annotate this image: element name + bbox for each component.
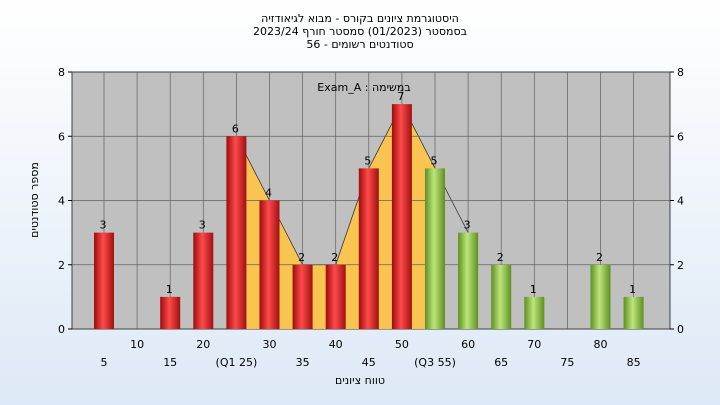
chart-title: היסטוגרמת ציונים בקורס - מבוא לגיאודזיה … (253, 12, 467, 51)
bar (491, 264, 512, 329)
bars (94, 104, 644, 329)
x-axis-title: טווח ציונים (335, 374, 385, 387)
y-ticks-left: 0 2 4 6 8 (58, 66, 72, 336)
bar-value-label: 5 (364, 154, 371, 167)
y-tick-label: 8 (677, 66, 684, 79)
y-tick-label: 0 (677, 323, 684, 336)
bar-value-label: 1 (530, 283, 537, 296)
bar-value-label: 6 (232, 122, 239, 135)
title-line-3: סטודנטים רשומים - 56 (306, 38, 413, 51)
x-tick-label: 45 (362, 356, 376, 369)
bar-value-label: 2 (298, 251, 305, 264)
bar (623, 296, 644, 329)
bar (94, 232, 114, 329)
x-tick-label: 20 (196, 338, 210, 351)
bar-value-label: 7 (397, 90, 404, 103)
bar-value-label: 3 (199, 219, 206, 232)
x-tick-label: 80 (594, 338, 608, 351)
chart-annotation: Exam_A : במשימה (317, 81, 410, 94)
y-tick-label: 2 (58, 259, 65, 272)
bar (458, 232, 479, 329)
y-tick-label: 6 (58, 130, 65, 143)
x-tick-label: 70 (527, 338, 541, 351)
x-tick-label: 30 (263, 338, 277, 351)
bar-value-label: 2 (596, 251, 603, 264)
bar (425, 168, 445, 329)
bar-value-label: 4 (265, 187, 272, 200)
title-line-2: בסמסטר (01/2023) סמסטר חורף 2023/24 (253, 25, 467, 38)
x-tick-label: 10 (130, 338, 144, 351)
y-tick-label: 4 (677, 195, 684, 208)
x-tick-label: 50 (395, 338, 409, 351)
bar-value-label: 1 (629, 283, 636, 296)
x-tick-label: 65 (494, 356, 508, 369)
y-tick-label: 8 (58, 66, 65, 79)
x-ticks: 5 10 15 20 (Q1 25) 30 35 40 45 50 (Q3 55) 60 65 70 75 8… (101, 338, 641, 369)
title-line-1: היסטוגרמת ציונים בקורס - מבוא לגיאודזיה (261, 12, 459, 25)
x-tick-label: 15 (163, 356, 177, 369)
bar (193, 232, 214, 329)
bar-value-label: 3 (100, 219, 107, 232)
bar (259, 200, 280, 329)
y-tick-label: 4 (58, 195, 65, 208)
bar (524, 296, 545, 329)
bar (391, 104, 412, 329)
y-axis-title: מספר סטודנטים (28, 162, 41, 238)
bar (160, 296, 181, 329)
bar-value-label: 5 (431, 154, 438, 167)
bar-value-label: 3 (464, 219, 471, 232)
x-tick-label: 85 (627, 356, 641, 369)
bar (325, 264, 346, 329)
bar-value-label: 2 (497, 251, 504, 264)
y-tick-label: 0 (58, 323, 65, 336)
y-tick-label: 2 (677, 259, 684, 272)
x-tick-label: 75 (560, 356, 574, 369)
bar (292, 264, 313, 329)
bar (590, 264, 611, 329)
bar (358, 168, 379, 329)
bar (226, 136, 247, 329)
y-ticks-right: 0 2 4 6 8 (670, 66, 684, 336)
x-tick-label: (Q1 25) (216, 356, 258, 369)
x-tick-label: 5 (101, 356, 108, 369)
x-tick-label: 60 (461, 338, 475, 351)
bar-value-label: 2 (331, 251, 338, 264)
quartile-band (236, 104, 435, 329)
x-tick-label: (Q3 55) (414, 356, 456, 369)
y-tick-label: 6 (677, 130, 684, 143)
x-tick-label: 40 (329, 338, 343, 351)
bar-labels: 3 1 3 6 4 2 2 5 7 5 3 2 1 2 1 (100, 90, 637, 296)
x-tick-label: 35 (296, 356, 310, 369)
bar-value-label: 1 (166, 283, 173, 296)
